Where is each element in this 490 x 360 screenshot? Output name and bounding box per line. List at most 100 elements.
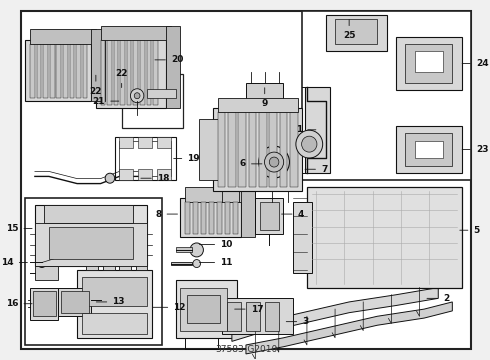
Circle shape xyxy=(37,257,47,267)
Bar xyxy=(180,198,241,237)
Text: 7: 7 xyxy=(305,165,327,174)
Bar xyxy=(293,202,312,273)
Bar xyxy=(225,202,229,234)
Text: 2: 2 xyxy=(427,294,449,303)
Bar xyxy=(82,313,147,334)
Bar xyxy=(307,187,462,288)
Circle shape xyxy=(134,93,140,99)
Text: 10: 10 xyxy=(199,240,233,249)
Text: 14: 14 xyxy=(1,258,27,267)
Bar xyxy=(335,19,377,44)
Polygon shape xyxy=(246,302,452,354)
Text: 22: 22 xyxy=(116,69,128,87)
Bar xyxy=(115,137,175,180)
Bar xyxy=(35,223,147,266)
Bar xyxy=(180,288,227,330)
Text: 3: 3 xyxy=(286,317,309,326)
Bar xyxy=(153,40,158,105)
Bar xyxy=(56,44,61,98)
Bar xyxy=(265,302,279,330)
Bar xyxy=(32,291,56,316)
Bar xyxy=(127,40,131,105)
Circle shape xyxy=(296,130,323,158)
Text: 20: 20 xyxy=(155,55,183,64)
Bar xyxy=(103,255,115,270)
Text: 18: 18 xyxy=(141,174,170,183)
Text: 22: 22 xyxy=(90,75,102,96)
Text: 8: 8 xyxy=(155,210,177,219)
Bar xyxy=(233,202,238,234)
Bar xyxy=(227,302,241,330)
Bar xyxy=(405,44,452,83)
Bar xyxy=(70,44,74,98)
Bar xyxy=(396,37,462,90)
Bar xyxy=(201,202,206,234)
Text: 19: 19 xyxy=(173,154,200,163)
Text: 15: 15 xyxy=(6,224,32,233)
Bar xyxy=(415,51,443,72)
Bar xyxy=(25,198,162,345)
Bar xyxy=(157,137,171,148)
Bar xyxy=(260,202,279,230)
Bar xyxy=(82,277,147,306)
Bar xyxy=(218,112,225,187)
Bar xyxy=(100,26,171,40)
Bar xyxy=(133,40,138,105)
Bar xyxy=(218,98,297,112)
Bar xyxy=(326,15,387,51)
Text: 25: 25 xyxy=(343,19,355,40)
Bar xyxy=(228,112,236,187)
Bar xyxy=(185,202,190,234)
Circle shape xyxy=(302,136,317,152)
Text: 21: 21 xyxy=(93,96,119,105)
Bar xyxy=(119,137,133,148)
Circle shape xyxy=(265,152,284,172)
Bar xyxy=(50,44,54,98)
Bar xyxy=(140,40,145,105)
Text: 4: 4 xyxy=(282,210,304,219)
Text: 6: 6 xyxy=(240,159,262,168)
Bar xyxy=(305,87,330,173)
Text: 17: 17 xyxy=(235,305,263,314)
Bar xyxy=(185,187,246,202)
Bar xyxy=(44,205,133,223)
Text: 1: 1 xyxy=(296,125,316,134)
Bar xyxy=(175,247,192,252)
Text: 9: 9 xyxy=(262,88,268,108)
Text: 24: 24 xyxy=(462,59,489,68)
Text: 5: 5 xyxy=(460,226,480,235)
Bar xyxy=(171,262,192,265)
Text: 37583-G2010: 37583-G2010 xyxy=(215,345,277,354)
Bar xyxy=(37,44,42,98)
Bar xyxy=(246,83,284,101)
Bar xyxy=(43,44,48,98)
Bar xyxy=(91,30,105,101)
Bar xyxy=(199,119,218,180)
Bar xyxy=(222,298,293,334)
Text: 11: 11 xyxy=(199,258,233,267)
Bar xyxy=(302,12,471,180)
Bar xyxy=(63,44,68,98)
Polygon shape xyxy=(232,288,438,341)
Bar xyxy=(280,112,287,187)
Text: 12: 12 xyxy=(152,303,186,312)
Bar xyxy=(147,89,175,98)
Bar xyxy=(138,169,152,180)
Bar xyxy=(405,134,452,166)
Bar xyxy=(30,288,58,320)
Bar xyxy=(76,44,81,98)
Bar xyxy=(119,140,171,176)
Text: 13: 13 xyxy=(96,297,125,306)
Bar xyxy=(30,30,96,44)
Bar xyxy=(35,266,58,280)
Bar xyxy=(77,270,152,338)
Bar xyxy=(259,112,267,187)
Bar xyxy=(217,202,221,234)
Bar xyxy=(290,112,297,187)
Bar xyxy=(396,126,462,173)
Bar xyxy=(270,112,277,187)
Bar xyxy=(209,202,214,234)
Bar xyxy=(255,198,284,234)
Bar xyxy=(138,137,152,148)
Bar xyxy=(241,187,255,237)
